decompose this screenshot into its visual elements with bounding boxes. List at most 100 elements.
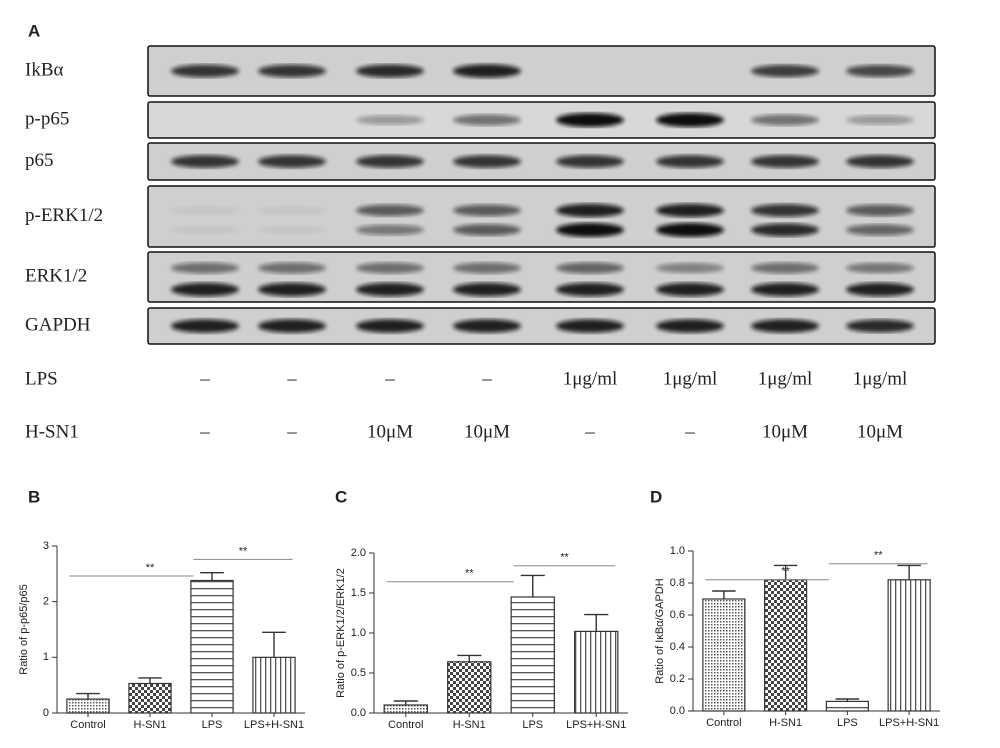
y-tick-label: 0.0 <box>351 707 366 719</box>
blot-band <box>171 282 239 297</box>
treatment-value: – <box>199 368 210 389</box>
blot-band <box>751 319 819 333</box>
y-tick-label: 0.2 <box>670 673 685 685</box>
blot-band <box>751 64 819 78</box>
x-tick-label: Control <box>706 717 741 729</box>
treatment-label: H-SN1 <box>25 421 79 442</box>
y-tick-label: 1.5 <box>351 587 366 599</box>
y-tick-label: 1.0 <box>670 545 685 557</box>
blot-band <box>656 222 724 237</box>
blot-band <box>258 282 326 297</box>
blot-band <box>356 204 424 217</box>
blot-band <box>846 262 914 274</box>
blot-band <box>356 319 424 333</box>
blot-band <box>751 204 819 217</box>
blot-box <box>147 101 936 139</box>
blot-band <box>453 114 521 126</box>
treatment-value: – <box>481 368 492 389</box>
panel-label: C <box>335 487 347 506</box>
significance-label: ** <box>239 545 248 557</box>
significance-label: ** <box>560 552 569 564</box>
y-tick-label: 0.6 <box>670 609 685 621</box>
bar <box>252 656 296 714</box>
treatment-value: – <box>286 421 297 442</box>
y-tick-label: 1.0 <box>351 627 366 639</box>
blot-band <box>846 155 914 168</box>
blot-band <box>453 64 521 78</box>
blot-band <box>656 282 724 297</box>
blot-band <box>556 155 624 168</box>
blot-band <box>171 225 239 235</box>
panel-label: A <box>28 21 40 40</box>
blot-band <box>846 224 914 236</box>
blot-band <box>751 282 819 297</box>
treatment-value: 1μg/ml <box>563 368 618 389</box>
treatment-value: – <box>199 421 210 442</box>
treatment-label: LPS <box>25 368 58 389</box>
blot-band <box>171 262 239 274</box>
error-bar <box>76 692 100 700</box>
treatment-value: 1μg/ml <box>758 368 813 389</box>
blot-band <box>453 155 521 168</box>
y-tick-label: 2 <box>43 596 49 608</box>
x-tick-label: H-SN1 <box>453 719 486 731</box>
x-tick-label: H-SN1 <box>133 719 166 731</box>
blot-band <box>453 319 521 333</box>
blot-row-label: p-ERK1/2 <box>25 205 103 226</box>
significance-label: ** <box>874 550 883 562</box>
y-tick-label: 3 <box>43 540 49 552</box>
blot-band <box>656 262 724 274</box>
bar <box>702 598 746 712</box>
y-tick-label: 0.5 <box>351 667 366 679</box>
treatment-value: – <box>684 421 695 442</box>
blot-row-label: ERK1/2 <box>25 265 87 286</box>
treatment-value: – <box>584 421 595 442</box>
significance-label: ** <box>146 562 155 574</box>
blot-band <box>846 319 914 333</box>
y-tick-label: 1 <box>43 651 49 663</box>
treatment-value: – <box>286 368 297 389</box>
panel-label: D <box>650 487 662 506</box>
blot-band <box>656 113 724 127</box>
x-tick-label: LPS+H-SN1 <box>244 719 304 731</box>
error-bar <box>712 590 736 599</box>
treatment-value: 1μg/ml <box>853 368 908 389</box>
treatment-value: 10μM <box>464 421 510 442</box>
bar <box>190 579 234 714</box>
x-tick-label: Control <box>70 719 105 731</box>
blot-band <box>171 155 239 168</box>
error-bar <box>897 564 921 580</box>
blot-row-label: p-p65 <box>25 108 69 129</box>
blot-band <box>846 204 914 217</box>
y-tick-label: 0.4 <box>670 641 685 653</box>
blot-box <box>147 307 936 345</box>
treatment-value: 10μM <box>762 421 808 442</box>
blot-band <box>656 155 724 168</box>
error-bar <box>773 564 798 580</box>
bar <box>825 700 869 712</box>
blot-band <box>258 262 326 274</box>
blot-row-label: p65 <box>25 150 54 171</box>
blot-band <box>356 155 424 168</box>
y-axis-label: Ratio of p-ERK1/2/ERK1/2 <box>335 568 347 698</box>
bar <box>510 596 555 714</box>
blot-band <box>751 155 819 168</box>
x-tick-label: Control <box>388 719 423 731</box>
blot-band <box>846 64 914 78</box>
bar <box>574 630 619 714</box>
blot-band <box>556 262 624 274</box>
significance-label: ** <box>781 566 790 578</box>
y-axis-label: Ratio of IκBα/GAPDH <box>654 578 666 683</box>
x-tick-label: LPS <box>522 719 543 731</box>
treatment-value: – <box>384 368 395 389</box>
blot-band <box>556 203 624 218</box>
error-bar <box>393 700 418 705</box>
blot-band <box>656 203 724 218</box>
blot-band <box>356 282 424 297</box>
bar <box>128 682 172 714</box>
blot-band <box>356 64 424 78</box>
y-axis-label: Ratio of p-p65/p65 <box>18 584 30 675</box>
y-tick-label: 2.0 <box>351 547 366 559</box>
